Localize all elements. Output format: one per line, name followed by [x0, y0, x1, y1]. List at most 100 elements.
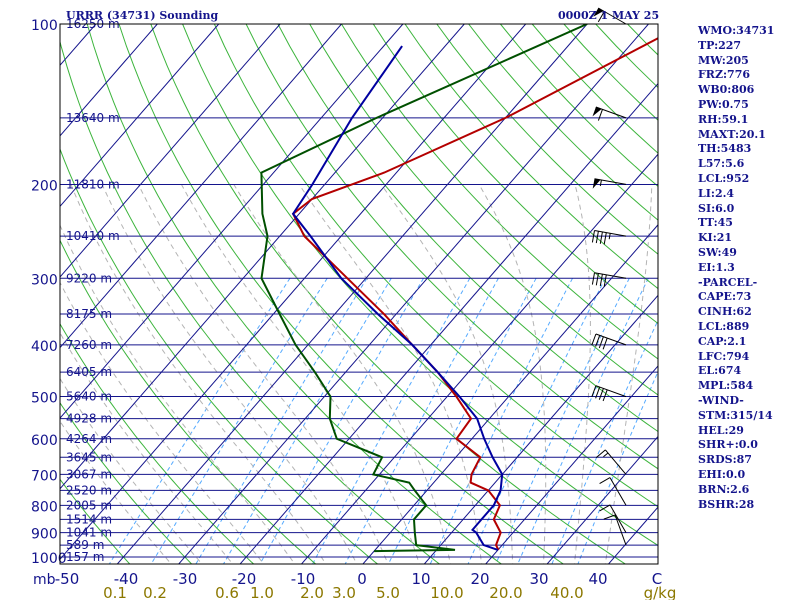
height-label: 7260 m: [66, 338, 112, 352]
dry-adiabat-line: [60, 322, 255, 564]
barb-shaft: [595, 333, 627, 346]
isotherm-line: [60, 24, 220, 208]
barb-flag: [603, 514, 616, 520]
barb-flag: [591, 333, 597, 346]
profile-traces: [260, 24, 658, 553]
barb-shaft: [609, 504, 627, 533]
plot-frame: [59, 23, 659, 565]
index-value: MAXT:20.1: [698, 127, 766, 141]
isotherm-line: [239, 82, 658, 564]
mixing-ratio-line: [344, 278, 499, 564]
moist-adiabat-line: [604, 184, 653, 564]
isotherm-line: [423, 294, 658, 564]
moist-adiabat-line: [101, 184, 358, 564]
temperature-tick-label: 40: [588, 570, 607, 588]
temperature-tick-label: -30: [173, 570, 198, 588]
temperature-tick-label: 30: [529, 570, 548, 588]
moist-adiabat-line: [380, 184, 514, 564]
barb-flag: [595, 386, 601, 399]
index-value: EL:674: [698, 364, 742, 378]
isotherm-line: [546, 435, 658, 564]
barb-shaft: [609, 477, 627, 506]
temperature-tick-label: 0: [357, 570, 367, 588]
barb-flag: [599, 231, 603, 244]
barb-flag: [595, 449, 606, 458]
height-label: 10410 m: [66, 229, 120, 243]
mixing-ratio-line: [495, 278, 630, 564]
dry-adiabat-line: [60, 401, 193, 564]
dry-adiabat-line: [150, 24, 627, 564]
index-value: LCL:952: [698, 171, 750, 185]
wind-barb: [591, 333, 627, 350]
barb-flag: [603, 274, 607, 287]
barb-flag: [602, 389, 608, 402]
wind-barb: [599, 504, 627, 533]
barb-flag: [595, 335, 601, 347]
dry-adiabat-line: [60, 478, 131, 564]
mixing-ratio-line: [108, 278, 291, 564]
barb-flag: [602, 337, 608, 350]
height-label: 589 m: [66, 538, 104, 552]
index-value: SHR+:0.0: [698, 438, 758, 452]
mixing-ratio-label: 0.1: [103, 584, 127, 600]
moist-adiabat-line: [573, 184, 591, 564]
height-label: 2005 m: [66, 498, 112, 512]
barb-flag: [591, 230, 595, 243]
index-value: BRN:2.6: [698, 482, 750, 496]
index-value: MPL:584: [698, 379, 754, 393]
moist-adiabat-line: [478, 184, 547, 564]
pressure-tick-label: 600: [31, 433, 58, 449]
index-value: PW:0.75: [698, 97, 749, 111]
background-grid: [60, 24, 658, 564]
index-value: CAPE:73: [698, 290, 752, 304]
temperature-tick-label: -50: [55, 570, 80, 588]
index-value: LI:2.4: [698, 186, 735, 200]
height-label: 157 m: [66, 550, 104, 564]
moist-adiabat-line: [60, 281, 265, 564]
height-label: 8175 m: [66, 307, 112, 321]
temperature-tick-label: -40: [114, 570, 139, 588]
mixing-ratio-label: 1.0: [250, 584, 274, 600]
barb-shaft: [595, 385, 627, 398]
barb-flag: [591, 272, 595, 285]
height-label: 1514 m: [66, 512, 112, 526]
barb-shaft: [594, 178, 627, 185]
isotherm-line: [300, 153, 658, 564]
barb-flag: [597, 11, 605, 23]
barb-shaft: [605, 449, 627, 475]
pressure-tick-label: 400: [31, 339, 58, 355]
barb-flag: [599, 504, 611, 512]
height-label: 13640 m: [66, 111, 120, 125]
temperature-tick-label: -20: [232, 570, 257, 588]
height-label: 4928 m: [66, 412, 112, 426]
dry-adiabat-line: [60, 239, 317, 564]
dry-adiabat-line: [213, 24, 658, 508]
barb-pennant: [592, 178, 601, 189]
barb-flag: [591, 385, 597, 398]
index-value: SI:6.0: [698, 201, 735, 215]
index-value: -WIND-: [698, 393, 744, 407]
dry-adiabat-line: [372, 24, 658, 325]
index-value: WMO:34731: [698, 24, 775, 37]
isotherm-line: [60, 24, 342, 349]
index-value: WB0:806: [698, 83, 755, 97]
mixing-ratio-line: [259, 278, 424, 564]
height-label: 5640 m: [66, 390, 112, 404]
index-value: L57:5.6: [698, 157, 745, 171]
dry-adiabat-line: [404, 24, 658, 290]
mixing-ratio-line: [222, 278, 392, 564]
mixing-ratio-label: 2.0: [300, 584, 324, 600]
mixing-ratio-label: 3.0: [332, 584, 356, 600]
mixing-ratio-line: [551, 319, 658, 564]
index-value: EHI:0.0: [698, 467, 746, 481]
isotherm-line: [178, 24, 649, 564]
barb-flag: [595, 231, 599, 244]
moist-adiabat-line: [60, 420, 172, 564]
wind-barb: [593, 7, 627, 25]
dry-adiabat-line: [245, 24, 658, 470]
wind-barb: [591, 230, 627, 245]
index-value: HEL:29: [698, 423, 744, 437]
index-value: KI:21: [698, 231, 733, 245]
moist-adiabat-line: [233, 184, 451, 564]
barb-flag: [598, 388, 604, 400]
